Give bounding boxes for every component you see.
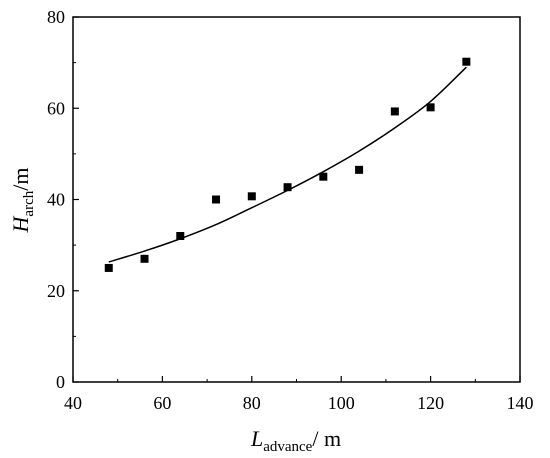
x-tick-label: 80 — [243, 393, 261, 413]
x-tick-label: 60 — [153, 393, 171, 413]
fit-curve-layer — [108, 66, 467, 263]
y-tick-label: 80 — [47, 7, 65, 27]
x-axis-title: Ladvance/ m — [250, 426, 341, 455]
data-point — [355, 165, 364, 174]
data-point — [319, 172, 328, 181]
x-axis-ticks: 40 60 80 100 120 140 — [64, 376, 534, 413]
data-point — [104, 263, 113, 272]
plot-border — [72, 16, 521, 383]
y-axis-ticks: 0 20 40 60 80 — [47, 7, 79, 392]
y-axis-title: Harch/m — [8, 168, 37, 234]
y-tick-label: 40 — [47, 190, 65, 210]
fit-curve — [108, 66, 467, 263]
y-tick-label: 60 — [47, 98, 65, 118]
y-tick-label: 0 — [56, 372, 65, 392]
data-point — [176, 232, 185, 240]
data-point — [212, 195, 221, 204]
data-point — [426, 103, 435, 112]
data-point — [390, 107, 399, 116]
x-tick-label: 40 — [64, 393, 82, 413]
y-tick-label: 20 — [47, 281, 65, 301]
x-tick-label: 100 — [328, 393, 355, 413]
data-point — [283, 183, 292, 192]
data-point — [140, 254, 149, 263]
data-point — [462, 57, 471, 66]
x-tick-label: 140 — [507, 393, 534, 413]
plot-frame — [72, 16, 521, 383]
x-tick-label: 120 — [417, 393, 444, 413]
data-point — [247, 192, 256, 201]
data-points-layer — [104, 57, 471, 272]
